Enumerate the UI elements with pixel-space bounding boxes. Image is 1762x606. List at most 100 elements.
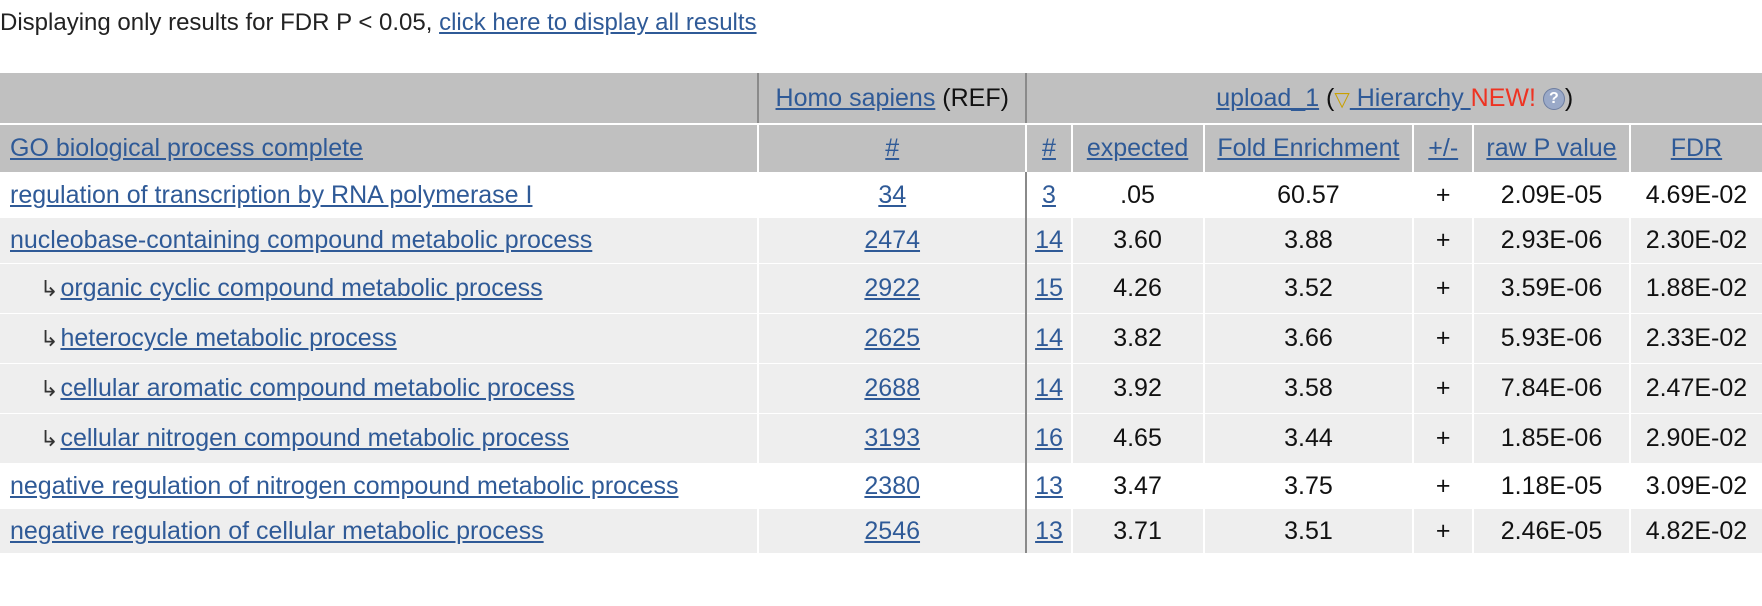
ref-count-link[interactable]: 2546	[864, 516, 921, 545]
display-all-results-link[interactable]: click here to display all results	[439, 9, 757, 36]
child-arrow-icon: ↳	[40, 325, 59, 351]
table-row: nucleobase-containing compound metabolic…	[0, 218, 1762, 263]
ref-count-link[interactable]: 34	[878, 180, 907, 209]
table-row: negative regulation of nitrogen compound…	[0, 463, 1762, 509]
expected-cell: 3.92	[1071, 362, 1205, 413]
count-cell: 13	[1026, 463, 1073, 509]
reference-header: Homo sapiens (REF)	[756, 73, 1028, 125]
raw-p-cell: 5.93E-06	[1473, 312, 1631, 363]
term-cell: negative regulation of nitrogen compound…	[0, 463, 759, 509]
count-cell: 14	[1026, 312, 1073, 363]
help-icon[interactable]: ?	[1542, 87, 1565, 110]
sort-by-ref-count-link[interactable]: #	[885, 134, 900, 162]
expected-cell: .05	[1071, 172, 1205, 218]
count-link[interactable]: 14	[1035, 323, 1063, 352]
fdr-cell: 2.47E-02	[1629, 362, 1762, 413]
direction-cell: +	[1413, 463, 1475, 509]
ref-count-link[interactable]: 2474	[864, 225, 921, 254]
expected-cell: 3.60	[1071, 218, 1205, 263]
upload-header: upload_1 (▽ Hierarchy NEW! ?)	[1026, 73, 1762, 125]
filter-notice-text: Displaying only results for FDR P < 0.05…	[0, 9, 440, 36]
fold-enrichment-cell: 3.75	[1203, 463, 1415, 509]
upload-link[interactable]: upload_1	[1216, 83, 1320, 112]
filter-notice: Displaying only results for FDR P < 0.05…	[0, 9, 757, 37]
raw-p-cell: 3.59E-06	[1473, 262, 1631, 313]
term-link[interactable]: cellular aromatic compound metabolic pro…	[60, 373, 575, 402]
count-link[interactable]: 13	[1035, 471, 1063, 500]
column-header-fdr: FDR	[1629, 124, 1762, 172]
column-header-count: #	[1025, 124, 1073, 172]
header-row-group: Homo sapiens (REF) upload_1 (▽ Hierarchy…	[0, 73, 1762, 125]
sort-by-fdr-link[interactable]: FDR	[1670, 134, 1723, 162]
sort-by-raw-p-link[interactable]: raw P value	[1486, 134, 1617, 162]
term-link[interactable]: organic cyclic compound metabolic proces…	[60, 273, 543, 302]
term-link[interactable]: nucleobase-containing compound metabolic…	[10, 225, 593, 254]
table-row: regulation of transcription by RNA polym…	[0, 172, 1762, 218]
fold-enrichment-cell: 3.58	[1203, 362, 1415, 413]
fold-enrichment-cell: 3.88	[1203, 218, 1415, 263]
count-cell: 13	[1026, 509, 1073, 553]
term-link[interactable]: regulation of transcription by RNA polym…	[10, 180, 533, 209]
count-link[interactable]: 15	[1035, 273, 1063, 302]
ref-count-cell: 3193	[756, 412, 1028, 463]
reference-suffix: (REF)	[935, 83, 1009, 112]
new-badge: NEW!	[1470, 83, 1536, 112]
count-cell: 14	[1026, 218, 1073, 263]
fdr-cell: 2.30E-02	[1629, 218, 1762, 263]
ref-count-cell: 2922	[756, 262, 1028, 313]
ref-count-cell: 2380	[756, 463, 1028, 509]
table-row: negative regulation of cellular metaboli…	[0, 509, 1762, 553]
sort-by-expected-link[interactable]: expected	[1086, 134, 1189, 162]
hierarchy-triangle-icon[interactable]: ▽	[1334, 88, 1350, 111]
count-cell: 14	[1026, 362, 1073, 413]
reference-organism-link[interactable]: Homo sapiens	[775, 83, 936, 112]
ref-count-cell: 2688	[756, 362, 1028, 413]
count-cell: 3	[1026, 172, 1073, 218]
term-link[interactable]: cellular nitrogen compound metabolic pro…	[60, 423, 570, 452]
term-cell: regulation of transcription by RNA polym…	[0, 172, 759, 218]
expected-cell: 4.65	[1071, 412, 1205, 463]
child-arrow-icon: ↳	[40, 425, 59, 451]
term-link[interactable]: negative regulation of nitrogen compound…	[10, 471, 679, 500]
ref-count-link[interactable]: 2922	[864, 273, 921, 302]
sort-by-count-link[interactable]: #	[1042, 134, 1056, 162]
term-cell: ↳organic cyclic compound metabolic proce…	[0, 262, 759, 313]
raw-p-cell: 1.18E-05	[1473, 463, 1631, 509]
count-link[interactable]: 16	[1035, 423, 1063, 452]
ref-count-link[interactable]: 2688	[864, 373, 921, 402]
sort-by-term-link[interactable]: GO biological process complete	[10, 134, 363, 162]
hierarchy-link[interactable]: Hierarchy	[1349, 83, 1471, 112]
count-cell: 16	[1026, 412, 1073, 463]
direction-cell: +	[1413, 172, 1475, 218]
fdr-cell: 2.33E-02	[1629, 312, 1762, 363]
ref-count-cell: 34	[756, 172, 1028, 218]
ref-count-cell: 2474	[756, 218, 1028, 263]
term-link[interactable]: heterocycle metabolic process	[60, 323, 397, 352]
ref-count-link[interactable]: 2625	[864, 323, 921, 352]
ref-count-link[interactable]: 3193	[864, 423, 921, 452]
expected-cell: 3.71	[1071, 509, 1205, 553]
count-link[interactable]: 14	[1035, 373, 1063, 402]
term-cell: ↳heterocycle metabolic process	[0, 312, 759, 363]
table-row: ↳heterocycle metabolic process 2625 14 3.82…	[0, 312, 1762, 363]
raw-p-cell: 1.85E-06	[1473, 412, 1631, 463]
table-row: ↳cellular nitrogen compound metabolic pr…	[0, 412, 1762, 463]
count-link[interactable]: 13	[1035, 516, 1063, 545]
close-paren: )	[1564, 83, 1574, 112]
table-row: ↳cellular aromatic compound metabolic pr…	[0, 362, 1762, 413]
ref-count-cell: 2546	[756, 509, 1028, 553]
fdr-cell: 4.69E-02	[1629, 172, 1762, 218]
results-table: Homo sapiens (REF) upload_1 (▽ Hierarchy…	[0, 73, 1762, 553]
fold-enrichment-cell: 60.57	[1203, 172, 1415, 218]
sort-by-direction-link[interactable]: +/-	[1428, 134, 1459, 162]
fold-enrichment-cell: 3.51	[1203, 509, 1415, 553]
count-link[interactable]: 14	[1035, 225, 1063, 254]
term-cell: ↳cellular nitrogen compound metabolic pr…	[0, 412, 759, 463]
child-arrow-icon: ↳	[40, 375, 59, 401]
term-link[interactable]: negative regulation of cellular metaboli…	[10, 516, 544, 545]
sort-by-fold-enrichment-link[interactable]: Fold Enrichment	[1217, 134, 1400, 162]
count-link[interactable]: 3	[1042, 180, 1056, 209]
ref-count-link[interactable]: 2380	[864, 471, 921, 500]
open-paren: (	[1319, 83, 1335, 112]
expected-cell: 3.47	[1071, 463, 1205, 509]
